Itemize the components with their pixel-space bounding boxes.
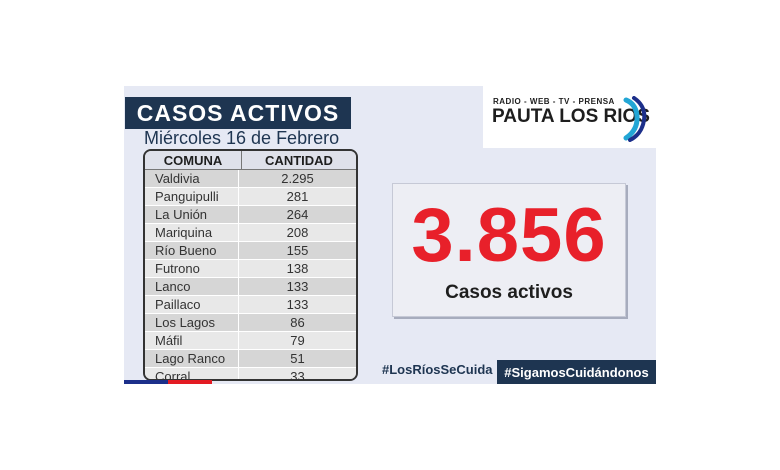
cantidad-cell: 133 <box>286 297 309 312</box>
flag-stripe-blue <box>124 380 168 384</box>
column-header-cantidad: CANTIDAD <box>265 152 333 168</box>
logo-name: PAUTA LOS RIOS <box>492 106 650 127</box>
hashtag-los-rios: #LosRíosSeCuida <box>382 362 493 377</box>
comuna-cell: Corral <box>145 368 239 379</box>
comuna-cell: Lanco <box>145 278 239 295</box>
table-row: Corral 33 <box>145 368 356 381</box>
cantidad-cell: 138 <box>286 261 309 276</box>
cantidad-cell: 133 <box>286 279 309 294</box>
table-row: Valdivia 2.295 <box>145 170 356 188</box>
comuna-cell: Valdivia <box>145 170 239 187</box>
column-header-comuna: COMUNA <box>145 151 242 169</box>
table-row: Los Lagos 86 <box>145 314 356 332</box>
table-header: COMUNA CANTIDAD <box>145 151 356 170</box>
comuna-cell: Panguipulli <box>145 188 239 205</box>
table-row: Paillaco 133 <box>145 296 356 314</box>
cantidad-cell: 155 <box>286 243 309 258</box>
hashtag-sigamos: #SigamosCuidándonos <box>497 360 656 384</box>
table-body: Valdivia 2.295 Panguipulli 281 La Unión 264… <box>145 170 356 381</box>
cantidad-cell: 208 <box>286 225 309 240</box>
cantidad-cell: 33 <box>290 369 305 381</box>
comuna-cell: Lago Ranco <box>145 350 239 367</box>
cantidad-cell: 281 <box>286 189 309 204</box>
cantidad-cell: 2.295 <box>281 171 314 186</box>
total-cases-label: Casos activos <box>445 282 573 303</box>
comuna-cell: Máfil <box>145 332 239 349</box>
table-row: Máfil 79 <box>145 332 356 350</box>
table-row: Lanco 133 <box>145 278 356 296</box>
table-row: Mariquina 208 <box>145 224 356 242</box>
date-label: Miércoles 16 de Febrero <box>144 128 340 148</box>
comuna-cell: Mariquina <box>145 224 239 241</box>
logo-tagline: RADIO - WEB - TV - PRENSA <box>493 97 615 106</box>
comuna-cell: La Unión <box>145 206 239 223</box>
total-cases-value: 3.856 <box>411 193 607 278</box>
table-row: Futrono 138 <box>145 260 356 278</box>
cantidad-cell: 86 <box>290 315 305 330</box>
flag-stripe-red <box>168 380 212 384</box>
comuna-cell: Los Lagos <box>145 314 239 331</box>
comuna-cell: Futrono <box>145 260 239 277</box>
cantidad-cell: 79 <box>290 333 305 348</box>
table-row: Panguipulli 281 <box>145 188 356 206</box>
page-title: CASOS ACTIVOS <box>125 97 351 129</box>
cantidad-cell: 264 <box>286 207 309 222</box>
cases-table: COMUNA CANTIDAD Valdivia 2.295 Panguipull… <box>143 149 358 381</box>
table-row: Lago Ranco 51 <box>145 350 356 368</box>
table-row: Río Bueno 155 <box>145 242 356 260</box>
total-cases-panel: 3.856 Casos activos <box>392 183 626 317</box>
logo-swoosh-icon <box>623 96 647 142</box>
table-row: La Unión 264 <box>145 206 356 224</box>
cantidad-cell: 51 <box>290 351 305 366</box>
comuna-cell: Paillaco <box>145 296 239 313</box>
comuna-cell: Río Bueno <box>145 242 239 259</box>
